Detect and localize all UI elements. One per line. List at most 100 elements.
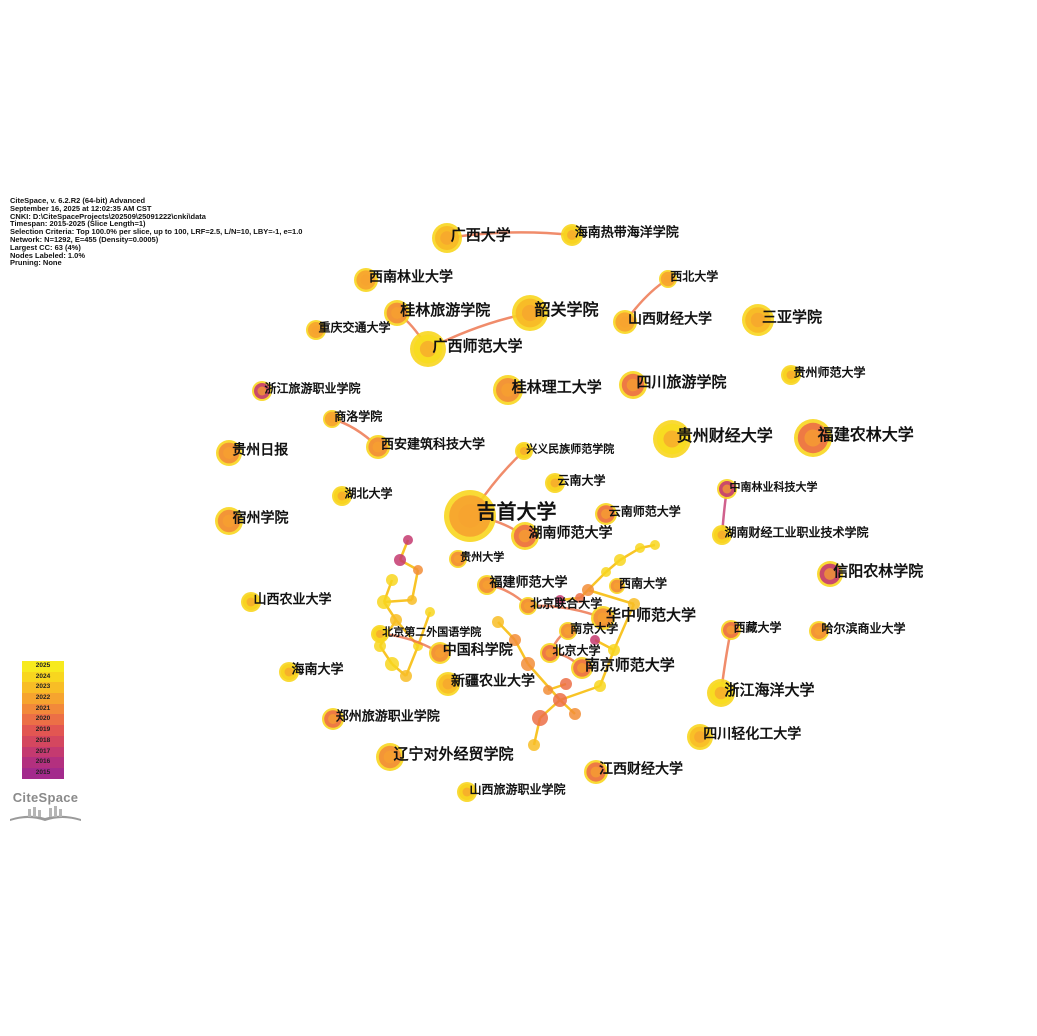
node-ring-core — [328, 714, 338, 724]
node-n17[interactable] — [794, 419, 832, 457]
node-n8[interactable] — [742, 304, 774, 336]
header-line: Network: N=1292, E=455 (Density=0.0005) — [10, 234, 159, 244]
header-line: Nodes Labeled: 1.0% — [10, 250, 86, 260]
node-n27[interactable] — [511, 522, 539, 550]
node-label: 四川轻化工大学 — [703, 726, 801, 743]
node-ring-core — [567, 230, 577, 240]
node-label: 西藏大学 — [734, 619, 782, 634]
node-n13[interactable] — [493, 375, 523, 405]
node-n50[interactable] — [457, 782, 477, 802]
header-line: CNKI: D:\CiteSpaceProjects\202509\250912… — [10, 211, 206, 221]
node-n39[interactable] — [559, 622, 577, 640]
node-n25[interactable] — [595, 503, 617, 525]
node-label: 西南大学 — [619, 575, 667, 590]
node-n10[interactable] — [410, 331, 446, 367]
cluster-node — [521, 657, 535, 671]
node-n9[interactable] — [306, 320, 326, 340]
node-n3[interactable] — [354, 268, 378, 292]
node-label: 江西财经大学 — [599, 761, 683, 778]
node-n34[interactable] — [519, 597, 537, 615]
node-n5[interactable] — [384, 300, 410, 326]
node-label: 重庆交通大学 — [319, 319, 391, 334]
node-n19[interactable] — [216, 440, 242, 466]
node-n14[interactable] — [252, 381, 272, 401]
node-n2[interactable] — [561, 224, 583, 246]
node-n45[interactable] — [707, 679, 735, 707]
cluster-link — [410, 569, 420, 601]
node-n35[interactable] — [591, 606, 615, 630]
cluster-node — [608, 644, 620, 656]
node-ring-core — [619, 316, 631, 328]
node-n36[interactable] — [721, 620, 741, 640]
node-n37[interactable] — [809, 621, 829, 641]
node-ring-core — [284, 667, 294, 677]
node-n40[interactable] — [429, 642, 451, 664]
node-ring-core — [375, 629, 385, 639]
node-label: 北京第二外国语学院 — [382, 624, 481, 638]
node-n43[interactable] — [571, 657, 593, 679]
header-line: September 16, 2025 at 12:02:35 AM CST — [10, 203, 152, 213]
node-n26[interactable] — [215, 507, 243, 535]
node-n28[interactable] — [712, 525, 732, 545]
node-n48[interactable] — [376, 743, 404, 771]
node-n49[interactable] — [584, 760, 608, 784]
cluster-node — [543, 685, 553, 695]
node-ring-core — [518, 529, 532, 543]
node-n1[interactable] — [432, 223, 462, 253]
legend-year-2017: 2017 — [22, 746, 64, 758]
node-ring-core — [519, 446, 529, 456]
node-label: 广西师范大学 — [433, 337, 523, 355]
node-n21[interactable] — [545, 473, 565, 493]
node-n15[interactable] — [323, 410, 341, 428]
node-ring-core — [722, 484, 732, 494]
node-ring-core — [501, 383, 515, 397]
node-n32[interactable] — [477, 575, 497, 595]
node-n29[interactable] — [449, 550, 467, 568]
cluster-node — [509, 634, 521, 646]
node-n7[interactable] — [613, 310, 637, 334]
node-n44[interactable] — [436, 672, 460, 696]
node-n6[interactable] — [512, 295, 548, 331]
node-label: 贵州师范大学 — [794, 364, 866, 379]
cluster-node — [386, 574, 398, 586]
node-label: 南京大学 — [570, 620, 618, 635]
node-n22[interactable] — [717, 479, 737, 499]
node-ring-core — [694, 731, 706, 743]
node-label: 桂林理工大学 — [511, 378, 602, 396]
node-ring-core — [613, 582, 621, 590]
node-n4[interactable] — [659, 270, 677, 288]
node-n31[interactable] — [609, 578, 625, 594]
node-n41[interactable] — [540, 643, 560, 663]
node-n42[interactable] — [279, 662, 299, 682]
node-ring-core — [726, 625, 736, 635]
node-n20[interactable] — [515, 442, 533, 460]
cluster-node — [590, 635, 600, 645]
node-n46[interactable] — [322, 708, 344, 730]
node-ring-core — [550, 478, 560, 488]
node-n24[interactable] — [444, 490, 496, 542]
node-n30[interactable] — [817, 561, 843, 587]
node-label: 吉首大学 — [477, 499, 557, 523]
node-ring-core — [814, 626, 824, 636]
node-n23[interactable] — [332, 486, 352, 506]
node-n12[interactable] — [619, 371, 647, 399]
node-n47[interactable] — [687, 724, 713, 750]
node-label: 郑州旅游职业学院 — [336, 709, 440, 725]
cluster-node — [400, 670, 412, 682]
node-n11[interactable] — [781, 365, 801, 385]
node-n33[interactable] — [241, 592, 261, 612]
node-n16[interactable] — [653, 420, 691, 458]
node-ring-core — [391, 307, 403, 319]
node-ring-core — [419, 340, 437, 358]
cluster-node — [528, 739, 540, 751]
node-ring-core — [601, 509, 611, 519]
legend-year-2021: 2021 — [22, 703, 64, 715]
header-line: Largest CC: 63 (4%) — [10, 242, 81, 252]
header-line: CiteSpace, v. 6.2.R2 (64-bit) Advanced — [10, 196, 146, 205]
cluster-node — [377, 595, 391, 609]
node-label: 宿州学院 — [233, 510, 289, 527]
node-n18[interactable] — [366, 435, 390, 459]
node-ring-core — [545, 648, 555, 658]
node-label: 辽宁对外经贸学院 — [394, 745, 514, 763]
node-n38[interactable] — [371, 625, 389, 643]
